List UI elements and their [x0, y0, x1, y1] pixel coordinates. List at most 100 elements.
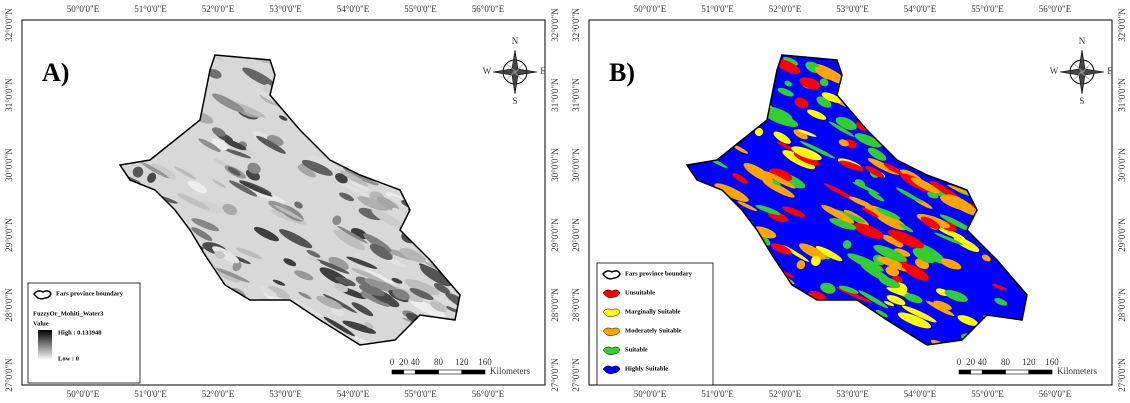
compass-letter: W	[1050, 66, 1059, 76]
raster-patch	[953, 236, 980, 252]
latitude-label: 30°0'0"N	[550, 148, 560, 182]
raster-patch	[895, 187, 923, 203]
raster-patch	[743, 162, 774, 183]
raster-patch	[290, 299, 324, 318]
raster-patch	[807, 109, 827, 120]
latitude-label: 27°0'0"N	[4, 358, 14, 392]
longitude-label: 51°0'0"E	[701, 4, 734, 14]
raster-patch	[865, 165, 884, 178]
raster-patch	[848, 196, 874, 208]
raster-patch	[810, 255, 821, 267]
raster-patch	[819, 78, 829, 87]
raster-patch	[920, 216, 941, 230]
raster-patch	[853, 223, 884, 239]
raster-patch	[224, 139, 247, 151]
raster-patch	[791, 146, 822, 161]
longitude-label: 50°0'0"E	[67, 389, 100, 399]
scale-label: 20	[966, 357, 976, 367]
raster-patch	[267, 286, 290, 299]
raster-patch	[764, 111, 799, 127]
raster-patch	[187, 180, 208, 194]
raster-patch	[763, 171, 796, 189]
compass-star	[1072, 62, 1092, 82]
raster-patch	[212, 93, 245, 113]
raster-patch	[132, 166, 144, 178]
raster-patch	[957, 315, 979, 326]
raster-patch	[279, 229, 313, 249]
legend-swatch	[602, 289, 621, 299]
raster-patch	[892, 241, 903, 248]
latitude-label: 32°0'0"N	[1117, 8, 1127, 42]
raster-patch	[737, 201, 758, 212]
raster-patch	[198, 138, 221, 152]
scale-label: 80	[434, 357, 444, 367]
raster-patch	[323, 316, 356, 337]
raster-patch	[839, 160, 864, 171]
raster-patch	[981, 254, 991, 262]
raster-patch	[339, 170, 369, 187]
raster-patch	[339, 192, 355, 202]
longitude-label: 56°0'0"E	[1039, 4, 1072, 14]
longitude-label: 52°0'0"E	[769, 389, 802, 399]
compass-letter: S	[1079, 96, 1084, 106]
raster-patch	[828, 121, 855, 137]
legend-label: Value	[33, 320, 49, 327]
raster-patch	[369, 243, 393, 261]
raster-patch	[784, 80, 793, 87]
raster-patch	[150, 163, 177, 180]
scale-label: 0	[390, 357, 395, 367]
compass-letter: E	[540, 66, 546, 76]
raster-patch	[258, 285, 278, 298]
compass-letter: S	[512, 96, 517, 106]
compass-letter: N	[512, 36, 519, 46]
longitude-label: 51°0'0"E	[134, 4, 167, 14]
legend-boundary-swatch	[602, 270, 621, 280]
raster-patch	[754, 127, 763, 137]
raster-patch	[933, 300, 952, 310]
raster-patch	[886, 294, 906, 306]
scale-label: 0	[957, 357, 962, 367]
raster-patch	[337, 225, 368, 244]
north-arrow: N S E W	[1050, 36, 1114, 106]
raster-patch	[335, 276, 356, 287]
latitude-label: 31°0'0"N	[571, 78, 581, 112]
raster-patch	[773, 131, 791, 144]
raster-patch	[364, 278, 399, 293]
legend-swatch	[602, 308, 621, 318]
legend-swatch	[602, 327, 621, 337]
raster-patch	[358, 284, 385, 297]
raster-patch	[347, 180, 371, 192]
raster-patch	[752, 226, 777, 239]
scale-label: 40	[978, 357, 988, 367]
raster-patch	[330, 307, 345, 317]
raster-patch	[249, 189, 287, 204]
legend-box	[596, 262, 714, 386]
raster-patch	[232, 261, 242, 272]
raster-patch	[177, 193, 210, 210]
compass-letter: W	[483, 66, 492, 76]
raster-patch	[307, 155, 336, 171]
longitude-label: 52°0'0"E	[202, 389, 235, 399]
raster-patch	[173, 166, 197, 180]
raster-patch	[731, 144, 748, 154]
scale-label: 120	[1022, 357, 1036, 367]
raster-patch	[196, 55, 225, 61]
raster-patch	[392, 288, 410, 301]
map-panel: 50°0'0"E 50°0'0"E 51°0'0"E 51°0'0"E 52°0'0"E…	[571, 4, 1127, 399]
raster-patch	[867, 147, 887, 161]
raster-patch	[768, 168, 793, 182]
longitude-label: 53°0'0"E	[269, 4, 302, 14]
raster-patch	[335, 173, 348, 184]
raster-patch	[797, 129, 817, 137]
raster-patch	[315, 259, 350, 274]
raster-patch	[838, 285, 859, 294]
longitude-label: 50°0'0"E	[634, 4, 667, 14]
raster-patch	[939, 195, 974, 212]
raster-patch	[351, 302, 374, 317]
raster-patch	[770, 243, 792, 255]
raster-patch	[399, 247, 426, 263]
raster-patch	[940, 258, 962, 270]
raster-patch	[298, 291, 312, 300]
raster-patch	[835, 116, 857, 131]
